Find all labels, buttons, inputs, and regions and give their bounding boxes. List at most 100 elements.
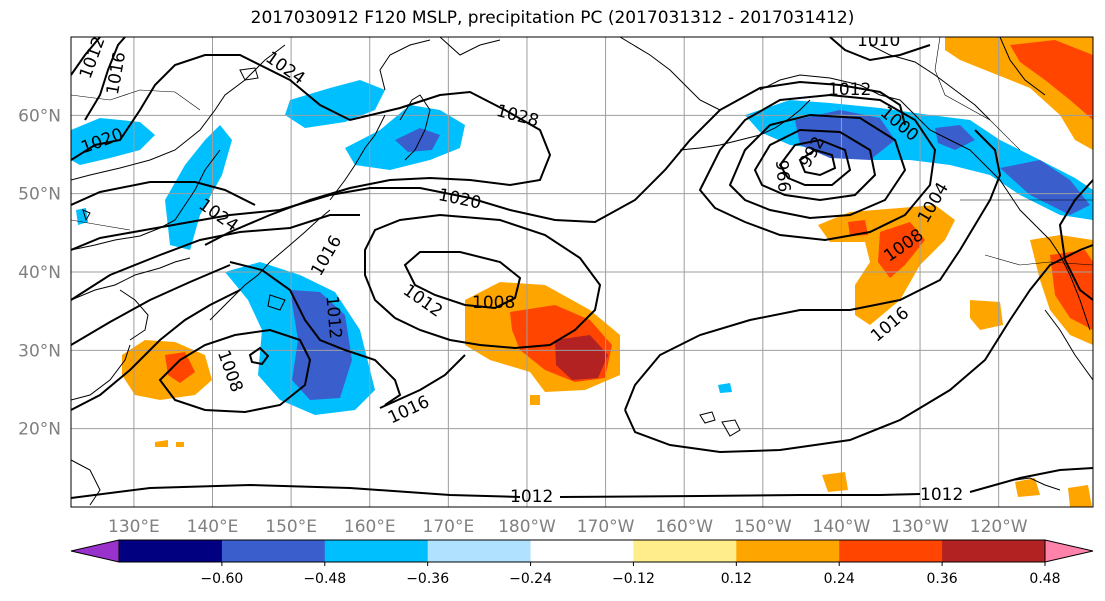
islands <box>82 67 741 437</box>
isobar <box>698 93 937 242</box>
coastline <box>209 209 331 321</box>
colorbar-segment <box>324 540 429 562</box>
precip-area <box>970 300 1003 330</box>
lat-label: 60°N <box>18 106 61 126</box>
colorbar-extend-low <box>70 539 120 563</box>
isobar <box>379 354 466 409</box>
isobar-label: 1012 <box>920 485 963 505</box>
coastline <box>869 44 991 121</box>
coastline <box>439 37 501 56</box>
isobar <box>71 483 521 499</box>
coastline <box>71 459 101 506</box>
colorbar <box>70 539 1094 563</box>
precip-area <box>1000 160 1090 215</box>
lon-label: 140°W <box>813 517 871 537</box>
colorbar-segment <box>633 540 737 562</box>
colorbar-tick-label: 0.36 <box>927 571 958 587</box>
border <box>984 254 1093 266</box>
isobar <box>158 328 312 414</box>
precip-area <box>1068 485 1092 507</box>
colorbar-tick-label: 0.24 <box>824 571 855 587</box>
isobar <box>71 181 256 206</box>
coastline <box>759 74 901 101</box>
map-frame <box>70 36 1094 508</box>
isobar <box>1058 179 1093 301</box>
colorbar-tick-label: −0.48 <box>303 571 346 587</box>
lon-label: 140°E <box>187 517 239 537</box>
island <box>239 67 259 81</box>
isobar <box>229 261 402 406</box>
isobar <box>403 251 522 310</box>
precip-area <box>848 220 868 236</box>
isobar <box>248 346 270 366</box>
precip-area <box>935 125 975 150</box>
isobar <box>753 128 877 202</box>
lon-label: 120°W <box>970 517 1028 537</box>
isobar-label: 1010 <box>857 31 900 51</box>
coastline <box>119 289 149 341</box>
colorbar-segment <box>736 540 840 562</box>
colorbar-frame <box>118 539 1046 563</box>
lon-label: 170°E <box>423 517 475 537</box>
map-field: 1012 1016 1024 1020 1028 1010 1012 992 9… <box>71 31 1093 507</box>
colorbar-segment <box>221 540 326 562</box>
precip-shading <box>71 37 1093 507</box>
isobar <box>829 37 931 62</box>
colorbar-segment <box>942 540 1046 562</box>
colorbar-segment <box>427 540 532 562</box>
isobar <box>364 213 602 350</box>
colorbar-segment <box>119 540 223 562</box>
map-title: 2017030912 F120 MSLP, precipitation PC (… <box>250 8 855 28</box>
precip-area <box>1015 478 1040 497</box>
precip-area <box>395 128 440 152</box>
coastline <box>71 257 191 301</box>
precip-area <box>1010 40 1093 120</box>
coastline <box>329 114 386 201</box>
isobar <box>624 129 1002 411</box>
latitude-labels: 60°N 50°N 40°N 30°N 20°N <box>18 106 61 439</box>
precip-area <box>555 335 608 380</box>
isobar-label: 996 <box>773 159 796 193</box>
lon-label: 180°W <box>498 517 556 537</box>
lon-label: 130°E <box>108 517 160 537</box>
isobar-label: 1012 <box>510 487 553 507</box>
border <box>71 219 131 231</box>
lon-label: 170°W <box>577 517 635 537</box>
colorbar-segment <box>530 540 634 562</box>
island <box>267 294 286 311</box>
isobar <box>969 467 1093 493</box>
isobar <box>71 37 101 76</box>
isobar <box>71 264 231 346</box>
colorbar-tick-label: −0.12 <box>612 571 655 587</box>
isobar-label: 1012 <box>321 295 345 340</box>
precip-area <box>155 440 168 447</box>
isobar <box>71 289 241 411</box>
lat-label: 40°N <box>18 263 61 283</box>
isobar <box>71 214 360 301</box>
precip-area <box>878 222 925 278</box>
coastline <box>899 99 1091 331</box>
coastline <box>71 344 131 401</box>
precip-area <box>1050 250 1093 330</box>
longitude-labels: 130°E 140°E 150°E 160°E 170°E 180°W 170°W 160°W… <box>108 517 1028 537</box>
isobar <box>84 37 126 121</box>
island <box>721 419 741 437</box>
precip-area <box>530 395 540 405</box>
coastline <box>999 37 1046 96</box>
island <box>82 209 91 222</box>
lon-label: 150°W <box>734 517 792 537</box>
coastline <box>619 37 721 111</box>
isobar <box>71 80 906 251</box>
lon-label: 130°W <box>891 517 949 537</box>
coastline <box>71 44 286 181</box>
colorbar-tick-labels: −0.60 −0.48 −0.36 −0.24 −0.12 0.12 0.24 0.36 0.4… <box>200 562 1061 587</box>
isobar <box>728 113 907 220</box>
coastlines <box>71 37 1093 506</box>
coastline <box>399 94 431 161</box>
colorbar-tick-label: −0.24 <box>509 571 552 587</box>
lat-label: 20°N <box>18 420 61 440</box>
colorbar-extend-high <box>1044 539 1094 563</box>
coastline <box>71 149 221 251</box>
precip-area <box>290 290 352 400</box>
